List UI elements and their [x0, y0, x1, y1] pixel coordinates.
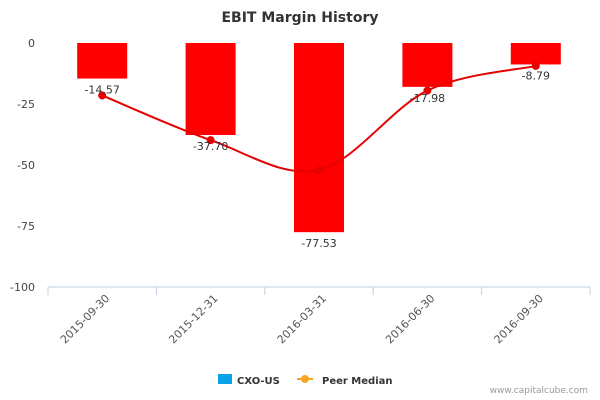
x-tick-label: 2015-12-31 [166, 292, 220, 346]
y-axis: 0 -25 -50 -75 -100 [10, 37, 35, 294]
legend-label-peer-median[interactable]: Peer Median [322, 376, 393, 387]
y-tick-label: -50 [17, 159, 35, 172]
data-label: -14.57 [84, 84, 119, 97]
legend-swatch-cxo-us[interactable] [218, 374, 232, 384]
legend-marker-peer-median[interactable] [301, 375, 309, 383]
legend: CXO-US Peer Median [218, 374, 393, 387]
credit-text: www.capitalcube.com [490, 386, 588, 396]
data-label: -77.53 [301, 237, 336, 250]
x-tick-label: 2016-09-30 [492, 292, 546, 346]
x-axis: 2015-09-30 2015-12-31 2016-03-31 2016-06-30… [47, 286, 591, 346]
data-label: -8.79 [522, 69, 550, 82]
peer-median-point-2016-03-31[interactable] [315, 165, 323, 174]
legend-label-cxo-us[interactable]: CXO-US [237, 376, 280, 387]
data-labels: -14.57 -37.70 -77.53 -17.98 -8.79 [84, 69, 550, 250]
bar-2016-06-30[interactable] [402, 43, 453, 87]
x-tick-label: 2015-09-30 [58, 292, 112, 346]
peer-median-point-2015-09-30[interactable] [98, 91, 107, 100]
bar-2015-12-31[interactable] [185, 43, 236, 135]
data-label: -17.98 [410, 92, 445, 105]
y-tick-label: -75 [17, 220, 35, 233]
bar-2016-03-31[interactable] [294, 43, 344, 233]
bar-2016-09-30[interactable] [510, 43, 561, 65]
bar-series [77, 43, 561, 233]
y-tick-label: -25 [17, 98, 35, 111]
data-label: -37.70 [193, 140, 228, 153]
y-tick-label: 0 [28, 37, 35, 50]
peer-median-point-2016-09-30[interactable] [531, 61, 540, 70]
peer-median-point-2015-12-31[interactable] [206, 136, 215, 145]
chart-title: EBIT Margin History [221, 10, 378, 26]
peer-median-point-2016-06-30[interactable] [423, 86, 432, 95]
bar-2015-09-30[interactable] [77, 43, 128, 79]
x-tick-label: 2016-03-31 [275, 292, 329, 346]
y-tick-label: -100 [10, 281, 35, 294]
peer-median-series [98, 61, 540, 174]
x-tick-label: 2016-06-30 [383, 292, 437, 346]
